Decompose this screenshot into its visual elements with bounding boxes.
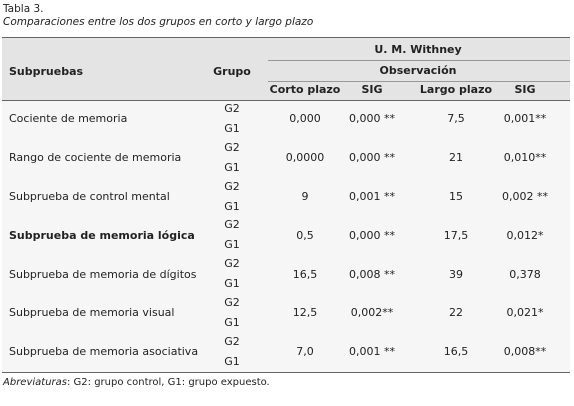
rule [268, 81, 570, 82]
column-header: SIG [514, 83, 536, 96]
cell: 0,000 ** [349, 151, 395, 165]
cell: 39 [449, 267, 463, 281]
group-label: G1 [224, 316, 240, 329]
subtests-header: Subpruebas [9, 65, 84, 78]
row-label: Subprueba de memoria lógica [9, 228, 195, 242]
column-header: Largo plazo [419, 83, 493, 96]
group-label: G2 [224, 179, 240, 193]
cell: 0,0000 [285, 151, 325, 165]
table-body [2, 100, 570, 372]
cell: 12,5 [292, 306, 318, 320]
cell: 22 [449, 306, 463, 320]
group-label: G1 [224, 354, 240, 368]
row-label: Subprueba de memoria de dígitos [9, 267, 197, 281]
observation-header: Observación [379, 64, 457, 77]
group-header: Grupo [213, 65, 251, 78]
cell: 9 [301, 190, 309, 203]
group-label: G1 [224, 199, 240, 213]
cell: 0,021* [506, 306, 544, 320]
row-label: Cociente de memoria [9, 112, 128, 126]
cell: 16,5 [292, 267, 318, 281]
cell: 17,5 [443, 228, 469, 242]
cell: 0,002** [350, 306, 394, 320]
cell: 21 [449, 151, 463, 165]
cell: 0,000 ** [349, 112, 395, 126]
cell: 0,000 [289, 112, 321, 126]
cell: 0,001 ** [349, 190, 395, 203]
footnote: Abreviaturas: G2: grupo control, G1: gru… [3, 377, 270, 389]
cell: 0,012* [506, 228, 544, 242]
rule [2, 100, 570, 101]
group-label: G2 [224, 102, 240, 115]
group-label: G1 [224, 238, 240, 252]
group-label: G2 [224, 257, 240, 271]
cell: 15 [449, 190, 463, 203]
rule [268, 60, 570, 61]
test-header: U. M. Withney [374, 43, 462, 56]
cell: 0,001 ** [349, 345, 395, 359]
table-title: Comparaciones entre los dos grupos en co… [3, 16, 314, 28]
cell: 0,010** [503, 151, 547, 165]
column-header: SIG [361, 83, 383, 96]
footnote-term: Abreviaturas [3, 377, 67, 388]
cell: 0,002 ** [502, 190, 548, 203]
row-label: Rango de cociente de memoria [9, 151, 182, 165]
cell: 0,001** [503, 112, 547, 126]
cell: 0,000 ** [349, 228, 395, 242]
cell: 0,5 [296, 228, 314, 242]
group-label: G2 [224, 218, 240, 232]
cell: 0,008 ** [349, 267, 395, 281]
group-label: G2 [224, 296, 240, 309]
group-label: G2 [224, 334, 240, 348]
group-label: G1 [224, 122, 240, 135]
group-label: G1 [224, 277, 240, 291]
group-label: G2 [224, 140, 240, 154]
group-label: G1 [224, 160, 240, 174]
table-header [2, 38, 570, 100]
rule [2, 37, 570, 38]
row-label: Subprueba de control mental [9, 190, 170, 203]
row-label: Subprueba de memoria visual [9, 306, 175, 320]
column-header: Corto plazo [269, 83, 341, 96]
cell: 0,378 [509, 267, 541, 281]
cell: 0,008** [503, 345, 547, 359]
row-label: Subprueba de memoria asociativa [9, 345, 199, 359]
table-label: Tabla 3. [3, 3, 44, 15]
cell: 16,5 [443, 345, 469, 359]
rule [2, 372, 570, 373]
cell: 7,0 [296, 345, 314, 359]
footnote-text: : G2: grupo control, G1: grupo expuesto. [66, 377, 270, 388]
cell: 7,5 [447, 112, 465, 126]
